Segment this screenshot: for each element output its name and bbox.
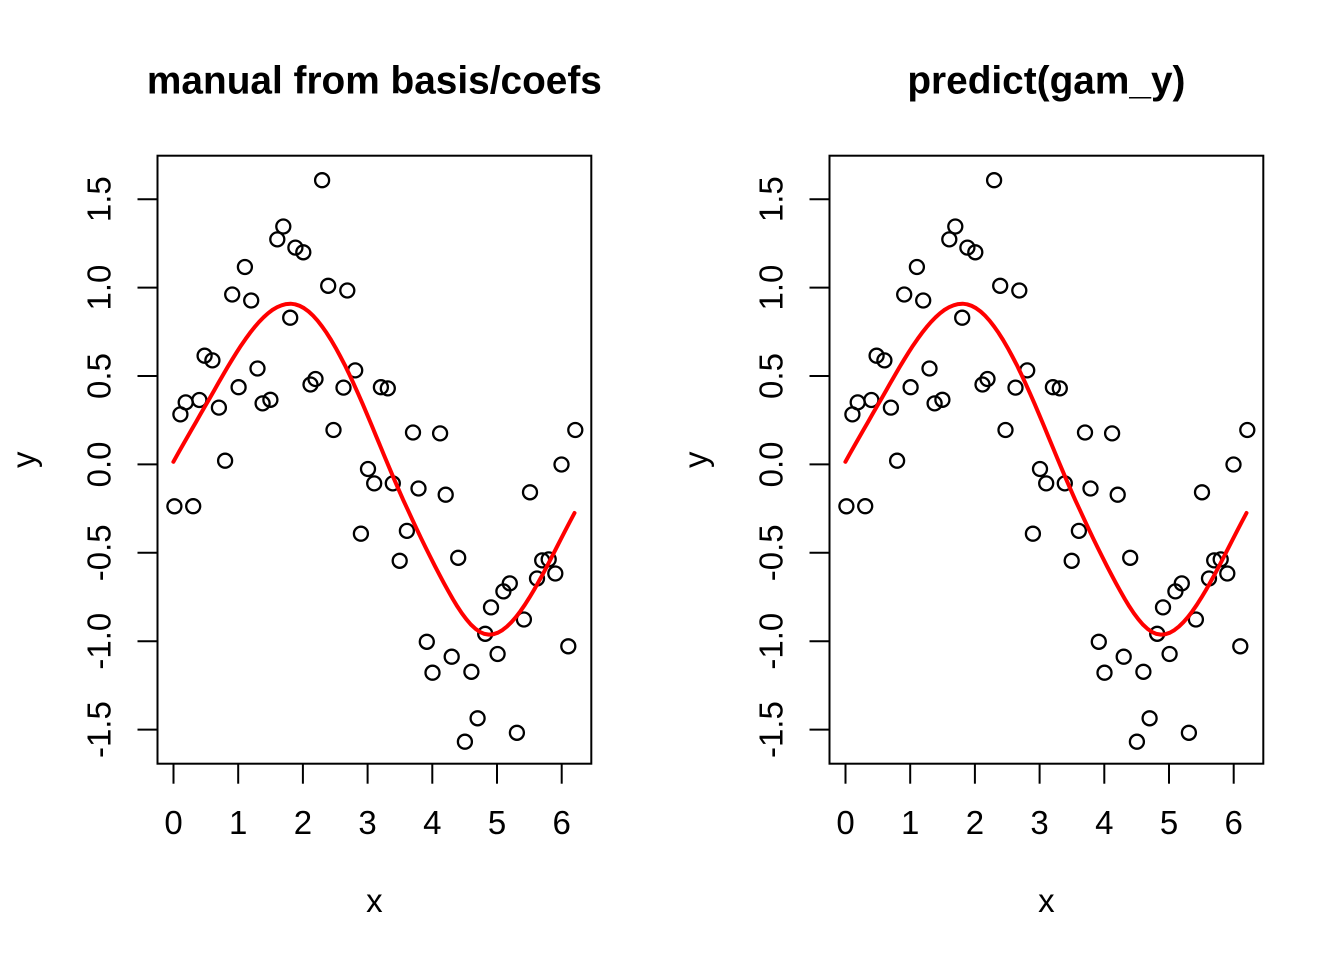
svg-text:predict(gam_y): predict(gam_y) [907,59,1185,102]
svg-text:2: 2 [966,804,984,841]
svg-text:1.0: 1.0 [81,265,118,311]
svg-text:0.0: 0.0 [753,441,790,487]
svg-text:1: 1 [229,804,247,841]
svg-text:0.5: 0.5 [81,353,118,399]
svg-text:5: 5 [488,804,506,841]
svg-text:-1.5: -1.5 [81,701,118,758]
svg-text:0.0: 0.0 [81,441,118,487]
svg-text:4: 4 [423,804,441,841]
svg-text:x: x [366,882,383,919]
svg-text:-1.0: -1.0 [753,613,790,670]
svg-text:0.5: 0.5 [753,353,790,399]
svg-text:1.5: 1.5 [753,176,790,222]
svg-text:y: y [677,451,714,468]
svg-text:x: x [1038,882,1055,919]
svg-text:6: 6 [553,804,571,841]
svg-text:5: 5 [1160,804,1178,841]
svg-text:y: y [5,451,42,468]
svg-text:-1.0: -1.0 [81,613,118,670]
svg-text:manual from basis/coefs: manual from basis/coefs [147,59,602,102]
svg-text:0: 0 [164,804,182,841]
svg-text:-0.5: -0.5 [81,524,118,581]
svg-text:3: 3 [358,804,376,841]
svg-text:1.0: 1.0 [753,265,790,311]
svg-text:1.5: 1.5 [81,176,118,222]
svg-text:2: 2 [294,804,312,841]
svg-text:-0.5: -0.5 [753,524,790,581]
svg-text:3: 3 [1030,804,1048,841]
svg-text:6: 6 [1225,804,1243,841]
svg-text:4: 4 [1095,804,1113,841]
svg-text:-1.5: -1.5 [753,701,790,758]
svg-text:0: 0 [836,804,854,841]
svg-text:1: 1 [901,804,919,841]
